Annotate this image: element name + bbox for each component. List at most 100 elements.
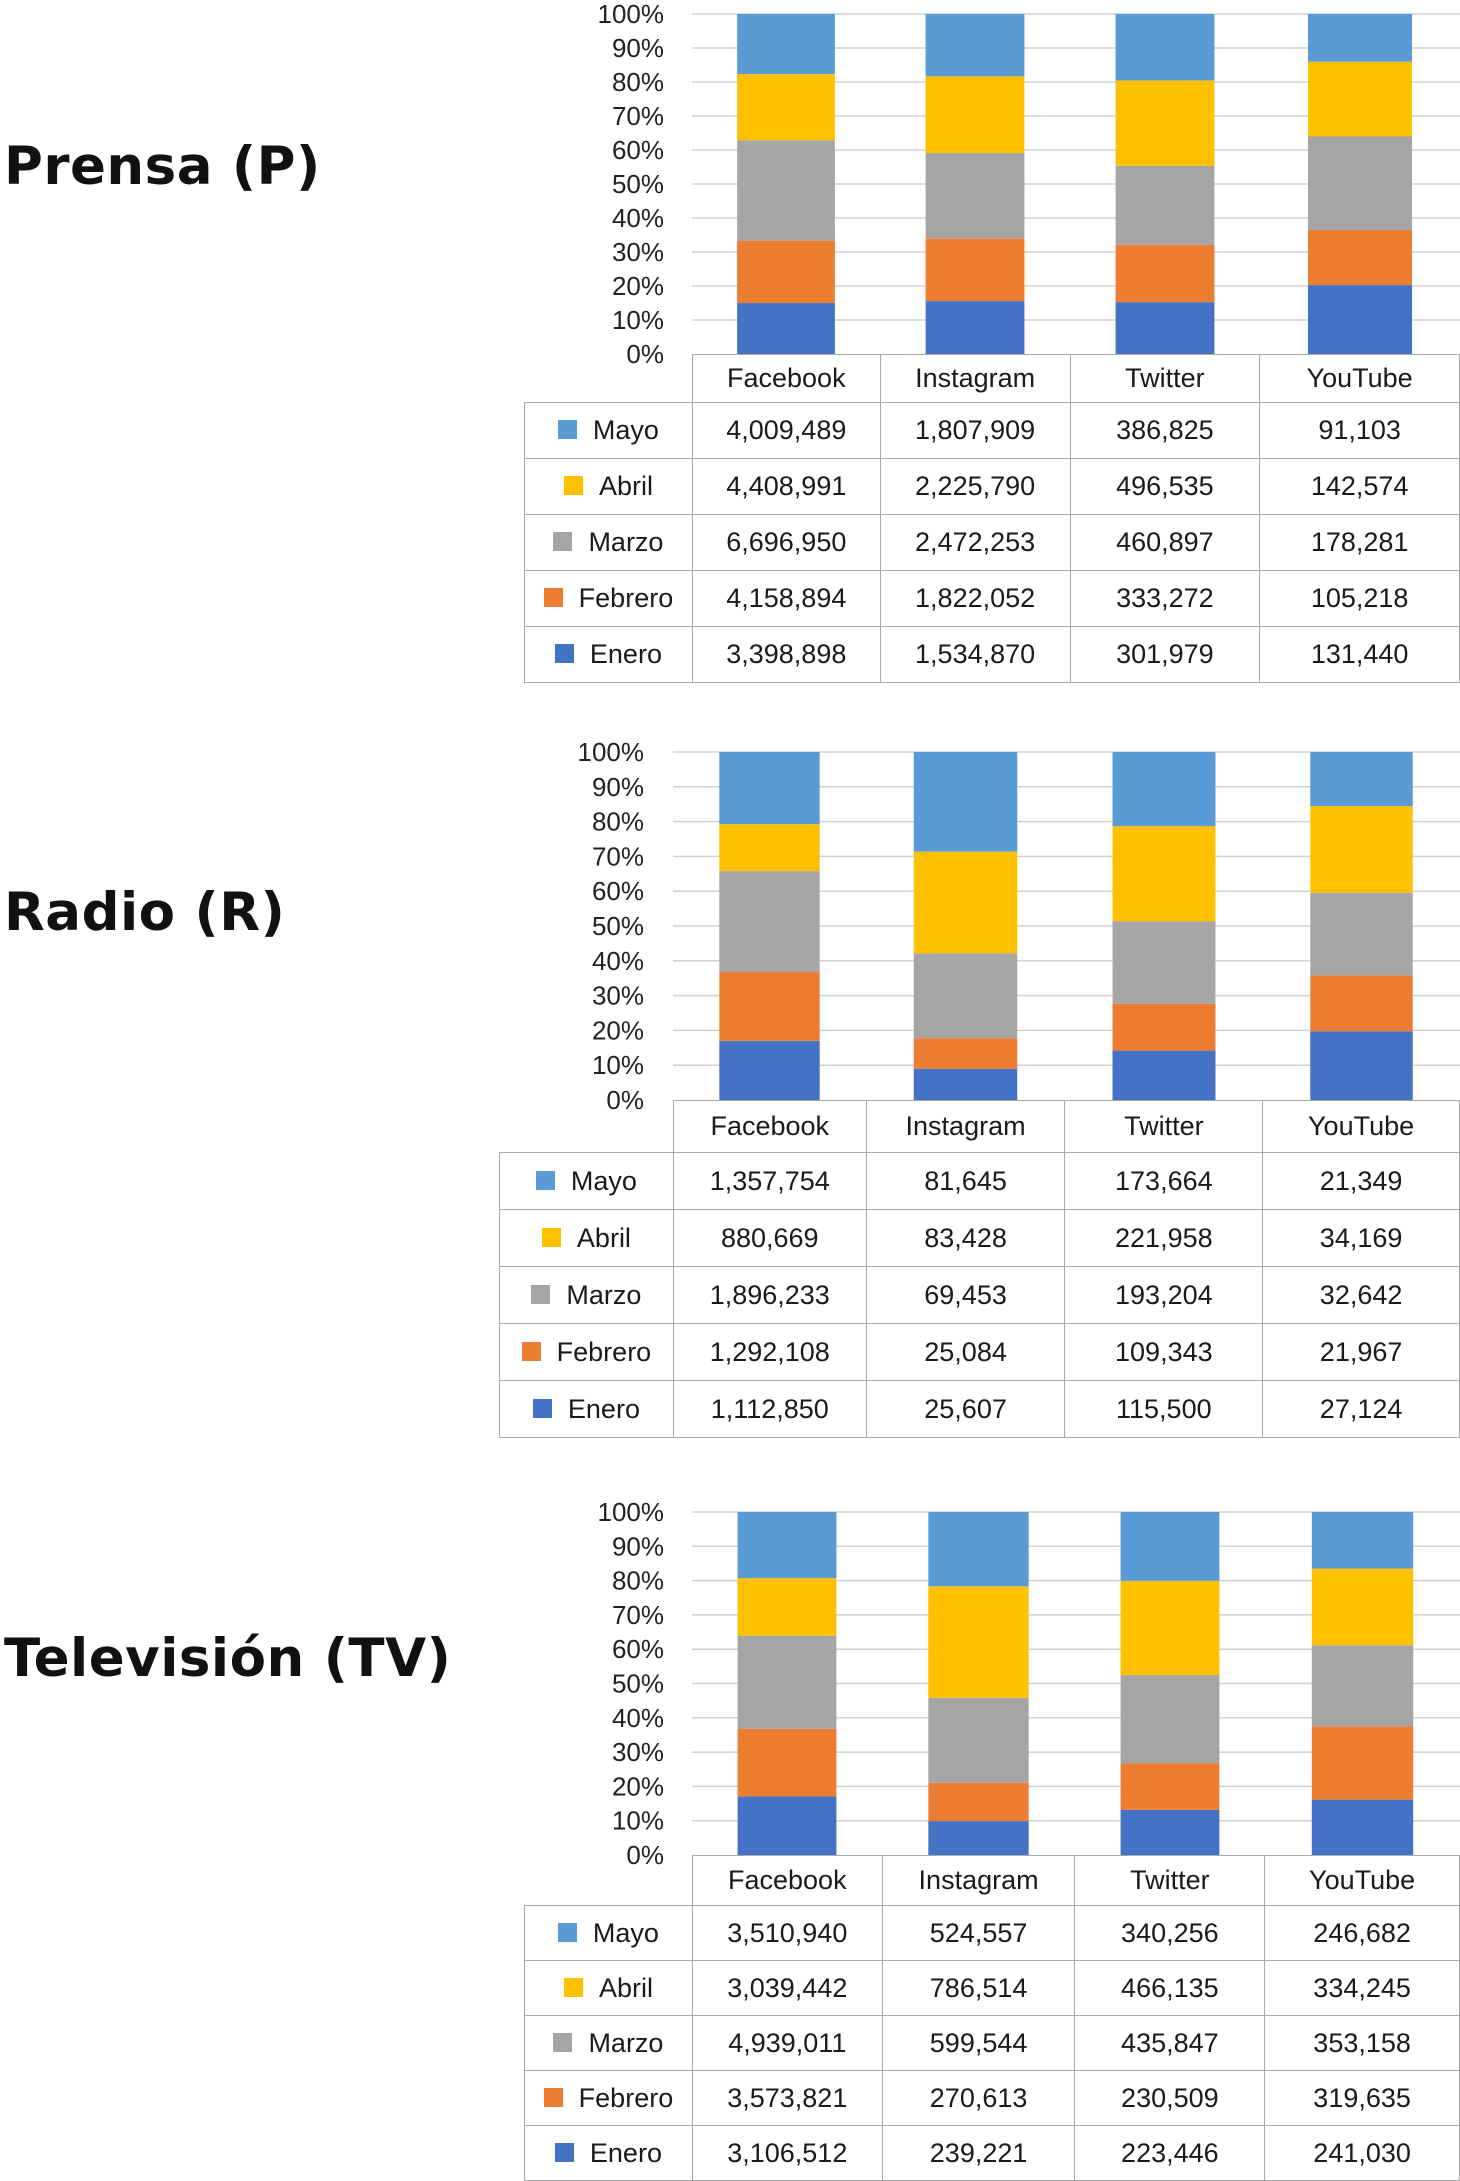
bar-segment-abril-twitter bbox=[1112, 826, 1216, 922]
bar-segment-febrero-twitter bbox=[1112, 1003, 1216, 1051]
bar-segment-mayo-twitter bbox=[1112, 752, 1216, 827]
data-label: 230,509 bbox=[1074, 2070, 1266, 2126]
data-label: 105,218 bbox=[1259, 570, 1460, 627]
bar-segment-abril-facebook bbox=[719, 824, 820, 872]
data-label: 435,847 bbox=[1074, 2015, 1266, 2071]
bar-segment-marzo-youtube bbox=[1311, 1645, 1414, 1727]
data-label: 3,106,512 bbox=[691, 2125, 883, 2181]
legend-swatch bbox=[535, 1170, 555, 1190]
data-label: 4,939,011 bbox=[691, 2015, 883, 2071]
bar-segment-febrero-facebook bbox=[719, 972, 820, 1041]
bar-segment-mayo-instagram bbox=[928, 1512, 1029, 1587]
bar-segment-enero-twitter bbox=[1115, 302, 1215, 354]
bar-segment-mayo-instagram bbox=[925, 14, 1025, 77]
chart-panel-prensa: Prensa (P) 0% 10% 20% 30% 40% 50% 60% 70% 80% 90%… bbox=[0, 0, 1460, 690]
bar-segment-febrero-instagram bbox=[913, 1038, 1018, 1069]
legend-entry: Febrero bbox=[499, 1323, 674, 1381]
data-label: 3,039,442 bbox=[691, 1960, 883, 2016]
table-row: Marzo 4,939,011 599,544 435,847 353,158 bbox=[524, 2015, 1460, 2071]
table-row: Abril 3,039,442 786,514 466,135 334,245 bbox=[524, 1960, 1460, 2016]
data-table: Facebook Instagram Twitter YouTube Mayo 1,357… bbox=[499, 1100, 1460, 1438]
x-tick-label: Twitter bbox=[1064, 1100, 1264, 1153]
legend-swatch bbox=[541, 1227, 561, 1247]
legend-swatch bbox=[532, 1398, 552, 1418]
bar-segment-mayo-facebook bbox=[737, 14, 835, 75]
y-tick-label: 90% bbox=[612, 1531, 664, 1561]
bar-segment-febrero-twitter bbox=[1115, 244, 1215, 303]
y-tick-label: 60% bbox=[612, 1634, 664, 1664]
table-row: Febrero 1,292,108 25,084 109,343 21,967 bbox=[499, 1323, 1460, 1381]
legend-swatch bbox=[521, 1341, 541, 1361]
data-label: 334,245 bbox=[1264, 1960, 1460, 2016]
data-label: 142,574 bbox=[1259, 458, 1460, 515]
bar-segment-marzo-instagram bbox=[928, 1697, 1029, 1783]
data-label: 109,343 bbox=[1064, 1323, 1264, 1381]
table-corner bbox=[499, 1100, 674, 1153]
legend-entry: Febrero bbox=[524, 2070, 693, 2126]
legend-label: Abril bbox=[598, 1972, 653, 2003]
data-label: 4,408,991 bbox=[691, 458, 881, 515]
bar-segment-abril-twitter bbox=[1115, 80, 1215, 166]
bar-segment-febrero-instagram bbox=[925, 238, 1025, 302]
x-tick-label: Facebook bbox=[672, 1100, 867, 1153]
data-label: 27,124 bbox=[1262, 1380, 1460, 1438]
legend-label: Febrero bbox=[556, 1336, 652, 1367]
legend-entry: Enero bbox=[524, 626, 693, 683]
y-tick-label: 70% bbox=[592, 841, 644, 871]
bar-segment-abril-youtube bbox=[1310, 806, 1413, 893]
data-label: 353,158 bbox=[1264, 2015, 1460, 2071]
data-label: 115,500 bbox=[1064, 1380, 1264, 1438]
legend-swatch bbox=[553, 532, 573, 552]
data-label: 333,272 bbox=[1069, 570, 1261, 627]
legend-swatch bbox=[531, 1284, 551, 1304]
x-tick-label: Instagram bbox=[881, 1855, 1076, 1906]
data-label: 91,103 bbox=[1259, 402, 1460, 459]
data-label: 1,534,870 bbox=[879, 626, 1071, 683]
bar-segment-marzo-facebook bbox=[737, 140, 835, 241]
data-label: 3,573,821 bbox=[691, 2070, 883, 2126]
legend-swatch bbox=[563, 1977, 583, 1997]
data-label: 599,544 bbox=[881, 2015, 1076, 2071]
bar-segment-abril-youtube bbox=[1311, 1568, 1414, 1646]
bar-segment-mayo-twitter bbox=[1120, 1512, 1220, 1581]
y-tick-label: 90% bbox=[592, 772, 644, 802]
bar-segment-enero-twitter bbox=[1112, 1050, 1216, 1100]
y-tick-label: 90% bbox=[612, 33, 664, 63]
y-tick-label: 80% bbox=[612, 1566, 664, 1596]
legend-label: Mayo bbox=[592, 415, 659, 445]
table-row: Mayo 4,009,489 1,807,909 386,825 91,103 bbox=[524, 402, 1460, 459]
data-label: 25,607 bbox=[865, 1380, 1066, 1438]
bar-segment-marzo-facebook bbox=[737, 1635, 837, 1729]
x-tick-label: Instagram bbox=[865, 1100, 1066, 1153]
bar-segment-mayo-facebook bbox=[737, 1512, 837, 1579]
bar-segment-marzo-twitter bbox=[1115, 165, 1215, 245]
legend-swatch bbox=[557, 420, 577, 440]
data-label: 340,256 bbox=[1074, 1905, 1266, 1961]
data-label: 3,398,898 bbox=[691, 626, 881, 683]
table-row: Enero 3,106,512 239,221 223,446 241,030 bbox=[524, 2125, 1460, 2181]
table-row: Abril 880,669 83,428 221,958 34,169 bbox=[499, 1209, 1460, 1267]
data-label: 301,979 bbox=[1069, 626, 1261, 683]
x-tick-label: YouTube bbox=[1262, 1100, 1460, 1153]
bar-segment-enero-youtube bbox=[1310, 1031, 1413, 1100]
legend-entry: Abril bbox=[499, 1209, 674, 1267]
bar-segment-enero-youtube bbox=[1311, 1799, 1414, 1855]
data-label: 4,158,894 bbox=[691, 570, 881, 627]
legend-entry: Abril bbox=[524, 458, 693, 515]
legend-label: Abril bbox=[576, 1222, 631, 1253]
x-tick-label: Twitter bbox=[1074, 1855, 1266, 1906]
bar-segment-febrero-facebook bbox=[737, 240, 835, 304]
x-tick-label: YouTube bbox=[1259, 354, 1460, 403]
legend-entry: Enero bbox=[524, 2125, 693, 2181]
bar-segment-enero-instagram bbox=[925, 301, 1025, 354]
data-label: 21,349 bbox=[1262, 1152, 1460, 1210]
data-table: Facebook Instagram Twitter YouTube Mayo 4,009… bbox=[524, 354, 1460, 683]
data-label: 2,472,253 bbox=[879, 514, 1071, 571]
legend-entry: Marzo bbox=[524, 2015, 693, 2071]
y-tick-label: 20% bbox=[612, 1771, 664, 1801]
legend-label: Mayo bbox=[592, 1917, 659, 1948]
bar-segment-abril-instagram bbox=[928, 1586, 1029, 1698]
legend-swatch bbox=[554, 644, 574, 664]
legend-swatch bbox=[543, 588, 563, 608]
data-label: 496,535 bbox=[1069, 458, 1261, 515]
